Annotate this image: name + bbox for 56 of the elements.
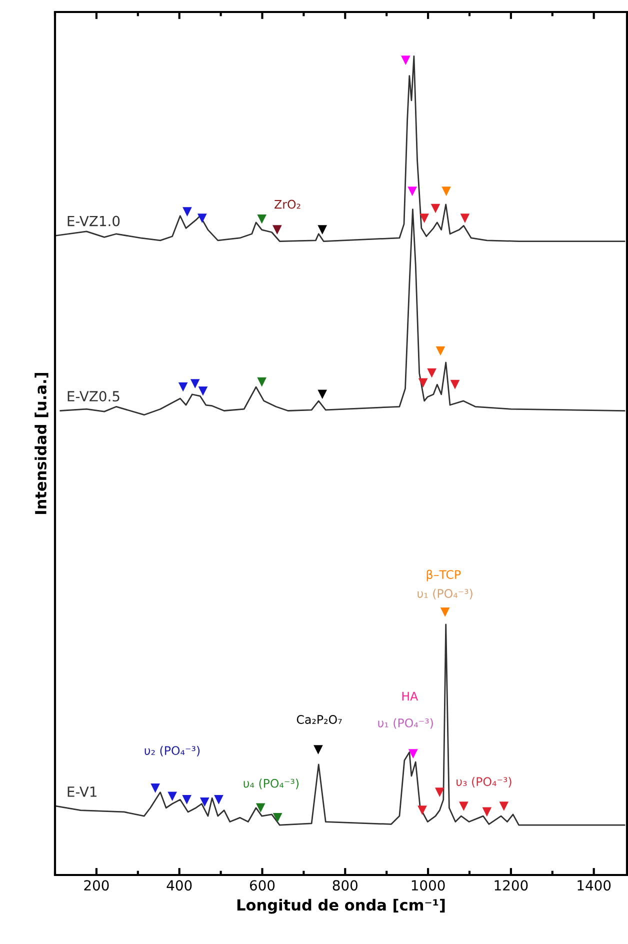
point <box>459 802 468 811</box>
point <box>450 380 460 390</box>
point <box>182 795 192 804</box>
y-axis-title: Intensidad [u.a.] <box>34 372 48 514</box>
point <box>318 225 328 234</box>
point <box>272 225 282 234</box>
point <box>272 813 282 822</box>
point <box>434 788 444 797</box>
x-tick-label: 400 <box>166 880 192 891</box>
annotation: υ₄ (PO₄⁻³) <box>244 778 299 790</box>
x-tick-label: 800 <box>332 880 358 891</box>
point <box>418 806 427 815</box>
x-tick-label: 1000 <box>412 880 445 891</box>
point <box>198 386 208 396</box>
annotation: ZrO₂ <box>274 200 300 209</box>
point <box>499 802 509 811</box>
point <box>436 346 446 356</box>
x-tick-label: 1200 <box>494 880 528 891</box>
series-label: E-VZ0.5 <box>68 391 120 402</box>
point <box>190 379 200 388</box>
point <box>401 56 410 65</box>
point <box>200 797 210 807</box>
x-tick-label: 600 <box>250 880 275 891</box>
point <box>408 749 418 758</box>
x-tick-label: 200 <box>84 880 109 891</box>
annotation: υ₁ (PO₄⁻³) <box>418 588 472 600</box>
annotation: υ₂ (PO₄⁻³) <box>144 746 200 756</box>
point <box>427 368 436 378</box>
annotation: υ₁ (PO₄⁻³) <box>378 718 433 729</box>
annotation: υ₃ (PO₄⁻³) <box>456 776 512 788</box>
point <box>420 214 429 223</box>
annotation: β–TCP <box>426 570 461 582</box>
point <box>150 784 160 793</box>
point <box>214 795 224 804</box>
point <box>178 382 188 392</box>
point <box>182 207 192 216</box>
point <box>482 807 492 817</box>
point <box>257 214 266 224</box>
x-tick-label: 1400 <box>578 880 611 891</box>
point <box>408 186 417 196</box>
point <box>418 378 428 388</box>
point <box>430 204 440 214</box>
point <box>256 803 266 813</box>
point <box>440 608 450 617</box>
point <box>257 377 266 387</box>
point <box>197 214 207 223</box>
x-axis-title: Longitud de onda [cm⁻¹] <box>237 898 445 914</box>
series-label: E-V1 <box>68 786 96 797</box>
point <box>318 390 328 400</box>
point <box>314 745 323 754</box>
point <box>460 214 470 223</box>
point <box>168 792 177 802</box>
point <box>442 186 451 196</box>
annotation: Ca₂P₂O₇ <box>296 715 342 724</box>
annotation: HA <box>402 692 418 700</box>
series-label: E-VZ1.0 <box>68 216 120 226</box>
